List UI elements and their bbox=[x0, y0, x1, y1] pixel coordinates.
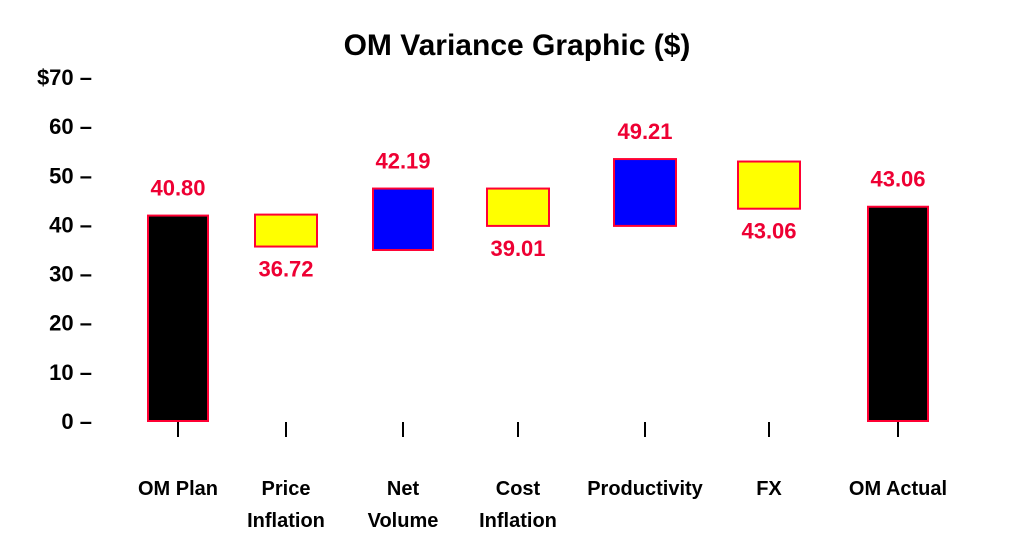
x-tick-label: OM Plan bbox=[138, 478, 218, 500]
data-label: 43.06 bbox=[870, 167, 925, 192]
x-tick-label: Net bbox=[387, 478, 420, 500]
y-tick-label: 40 – bbox=[49, 212, 92, 237]
x-tick-label: FX bbox=[756, 478, 782, 500]
data-label: 42.19 bbox=[375, 149, 430, 174]
bar-total bbox=[867, 205, 929, 422]
chart-title: OM Variance Graphic ($) bbox=[344, 29, 691, 62]
y-tick-label: 0 – bbox=[61, 409, 92, 434]
y-tick-label: $70 – bbox=[37, 65, 92, 90]
y-tick-label: 10 – bbox=[49, 360, 92, 385]
y-tick-label: 30 – bbox=[49, 262, 92, 287]
data-labels: 40.80 36.72 42.19 39.01 49.21 43.06 43.06 bbox=[150, 119, 925, 281]
bar-increase bbox=[372, 187, 434, 251]
data-label: 39.01 bbox=[490, 236, 545, 261]
data-label: 40.80 bbox=[150, 176, 205, 201]
bars bbox=[147, 158, 929, 422]
bar-decrease bbox=[486, 187, 550, 227]
data-label: 43.06 bbox=[741, 219, 796, 244]
y-tick-label: 20 – bbox=[49, 311, 92, 336]
y-tick-label: 60 – bbox=[49, 114, 92, 139]
y-tick-label: 50 – bbox=[49, 163, 92, 188]
x-tick-label: Productivity bbox=[587, 478, 703, 500]
x-tick-label: Inflation bbox=[247, 510, 325, 532]
bar-decrease bbox=[254, 213, 318, 248]
bar-increase bbox=[613, 158, 677, 227]
x-tick-label: Volume bbox=[368, 510, 439, 532]
x-tick-label: OM Actual bbox=[849, 478, 947, 500]
x-tick-label: Price bbox=[262, 478, 311, 500]
x-axis-ticks bbox=[177, 422, 899, 437]
bar-total bbox=[147, 214, 209, 422]
x-tick-label: Cost bbox=[496, 478, 541, 500]
y-axis: 0 – 10 – 20 – 30 – 40 – 50 – 60 – $70 – bbox=[37, 65, 92, 434]
data-label: 36.72 bbox=[258, 257, 313, 282]
x-tick-label: Inflation bbox=[479, 510, 557, 532]
bar-decrease bbox=[737, 160, 801, 210]
x-axis-labels: OM Plan Price Inflation Net Volume Cost Inflat… bbox=[138, 478, 947, 532]
data-label: 49.21 bbox=[617, 119, 672, 144]
